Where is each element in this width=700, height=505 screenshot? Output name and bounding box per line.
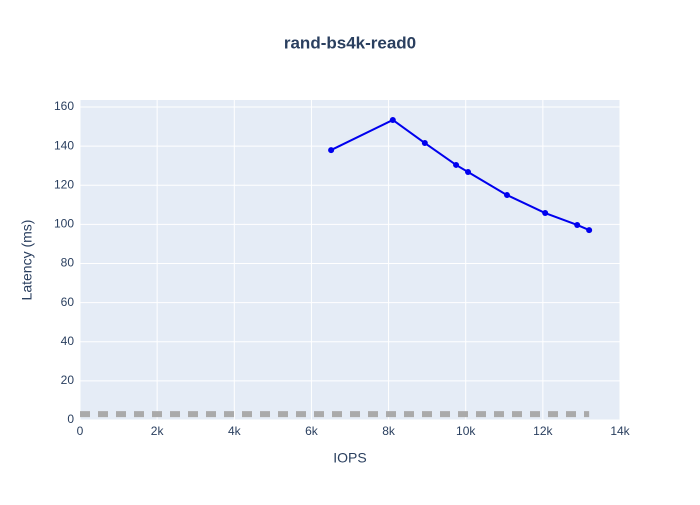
data-point (389, 116, 396, 123)
y-axis-label: Latency (ms) (19, 220, 35, 301)
data-point (542, 210, 549, 217)
y-tick-label: 120 (54, 177, 74, 191)
data-point (465, 168, 472, 175)
plot-area (80, 100, 620, 420)
x-tick-label: 10k (456, 424, 476, 438)
x-tick-label: 4k (228, 424, 242, 438)
y-tick-label: 0 (67, 412, 74, 426)
x-tick-label: 2k (151, 424, 165, 438)
y-tick-label: 60 (61, 295, 75, 309)
x-tick-label: 14k (610, 424, 630, 438)
data-point (503, 192, 510, 199)
y-tick-label: 80 (61, 256, 75, 270)
chart-title: rand-bs4k-read0 (284, 33, 416, 52)
x-axis-label: IOPS (333, 450, 366, 466)
y-tick-label: 100 (54, 217, 74, 231)
y-tick-label: 160 (54, 99, 74, 113)
data-point (421, 140, 428, 147)
data-point (453, 161, 460, 168)
x-tick-label: 12k (533, 424, 553, 438)
data-point (586, 227, 593, 234)
data-point (574, 221, 581, 228)
x-tick-label: 0 (77, 424, 84, 438)
data-point (328, 147, 335, 154)
y-tick-label: 140 (54, 138, 74, 152)
y-tick-label: 20 (61, 373, 75, 387)
y-tick-label: 40 (61, 334, 75, 348)
x-tick-label: 6k (305, 424, 319, 438)
x-tick-label: 8k (382, 424, 396, 438)
